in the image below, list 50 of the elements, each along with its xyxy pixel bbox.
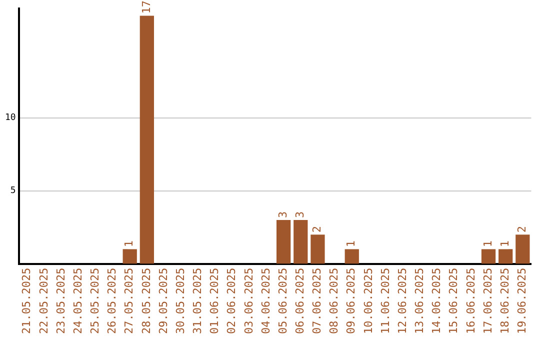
x-tick-label: 09.06.2025 (344, 268, 358, 334)
x-tick-label: 11.06.2025 (378, 268, 392, 334)
y-tick-label: 10 (4, 113, 16, 124)
x-tick-label: 28.05.2025 (140, 268, 153, 334)
x-tick-label: 04.06.2025 (259, 268, 272, 334)
data-label: 17 (140, 0, 153, 14)
x-tick-label: 01.06.2025 (208, 268, 222, 334)
x-tick-label: 31.05.2025 (191, 268, 204, 334)
x-tick-label: 24.05.2025 (71, 268, 84, 334)
x-tick-label: 06.06.2025 (294, 268, 306, 334)
bar (122, 249, 137, 264)
x-tick-label: 10.06.2025 (362, 268, 375, 334)
data-label: 1 (498, 240, 512, 248)
bar (344, 249, 359, 264)
x-tick-label: 05.06.2025 (276, 268, 290, 334)
data-label: 2 (516, 226, 529, 233)
x-tick-label: 19.06.2025 (516, 268, 529, 334)
x-tick-label: 27.05.2025 (122, 268, 136, 334)
x-tick-label: 17.06.2025 (481, 268, 494, 334)
x-tick-label: 30.05.2025 (174, 268, 187, 334)
data-label: 1 (122, 240, 136, 248)
x-tick-label: 22.05.2025 (37, 268, 50, 334)
bar (276, 220, 291, 264)
bar (498, 249, 513, 264)
data-label: 3 (276, 211, 290, 218)
x-tick-label: 12.06.2025 (396, 268, 409, 334)
x-tick-label: 26.05.2025 (106, 268, 119, 334)
bar (140, 16, 154, 264)
bar (481, 249, 496, 264)
bar (516, 234, 530, 264)
x-tick-label: 18.06.2025 (498, 268, 512, 334)
x-tick-label: 02.06.2025 (225, 268, 238, 334)
x-tick-label: 07.06.2025 (310, 268, 324, 334)
data-label: 3 (294, 211, 306, 218)
x-tick-label: 16.06.2025 (464, 268, 478, 334)
x-tick-label: 23.05.2025 (54, 268, 68, 334)
x-tick-label: 25.05.2025 (88, 268, 102, 334)
x-tick-label: 03.06.2025 (242, 268, 256, 334)
x-tick-label: 15.06.2025 (447, 268, 460, 334)
bar (310, 234, 325, 264)
x-tick-label: 21.05.2025 (20, 268, 34, 334)
x-tick-label: 14.06.2025 (430, 268, 444, 334)
bar (294, 220, 308, 264)
data-label: 2 (310, 226, 324, 233)
y-tick-label: 5 (10, 186, 16, 196)
x-tick-label: 08.06.2025 (328, 268, 341, 334)
x-tick-label: 13.06.2025 (413, 268, 426, 334)
x-tick-label: 29.05.2025 (156, 268, 170, 334)
data-label: 1 (344, 240, 358, 248)
data-label: 1 (481, 240, 494, 248)
